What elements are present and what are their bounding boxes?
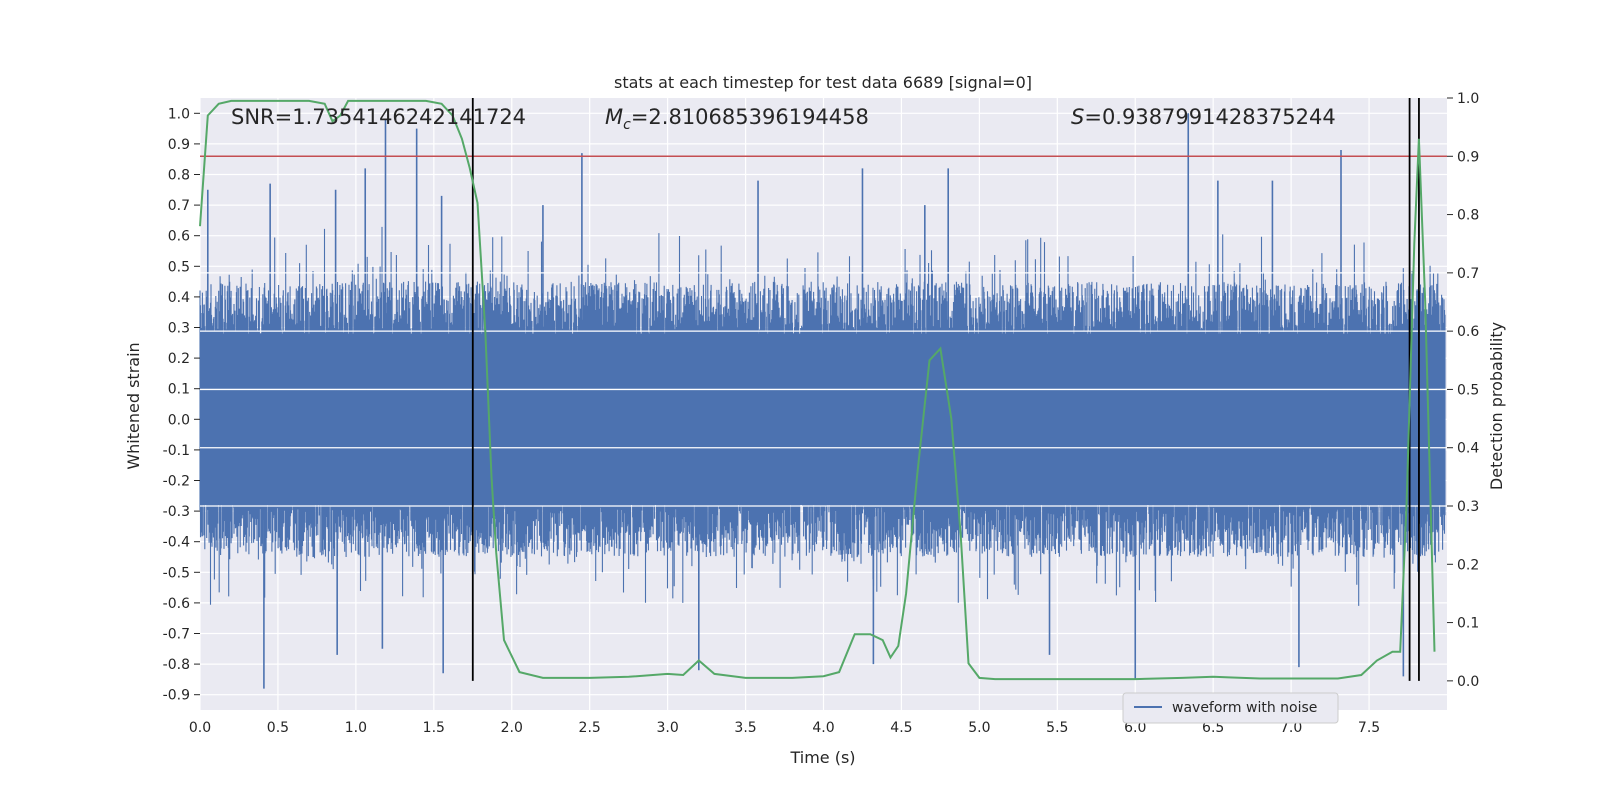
x-tick-label: 7.0 [1280, 720, 1302, 736]
y-tick-label-left: -0.4 [163, 535, 190, 551]
x-tick-label: 5.5 [1046, 720, 1068, 736]
snr-annotation: SNR=1.7354146242141724 [231, 105, 526, 129]
x-axis-label: Time (s) [789, 748, 855, 767]
x-tick-label: 6.0 [1124, 720, 1146, 736]
waveform-series [199, 113, 1446, 689]
y-axis-label-left: Whitened strain [124, 342, 143, 469]
ticks: 0.0 0.5 1.0 1.5 2.0 2.5 3.0 3.5 4.0 4.5 5.0 5.5 6.0 6… [163, 91, 1480, 736]
y-tick-label-left: 0.8 [168, 168, 190, 184]
y-tick-label-left: -0.7 [163, 627, 190, 643]
mc-subscript: c [623, 117, 631, 133]
x-tick-label: 6.5 [1202, 720, 1224, 736]
legend: waveform with noise [1122, 692, 1339, 724]
waveform-core [200, 333, 1446, 505]
y-tick-label-right: 0.4 [1457, 441, 1479, 457]
y-tick-label-left: 0.1 [168, 382, 190, 398]
chart-title: stats at each timestep for test data 668… [614, 73, 1032, 92]
y-tick-label-right: 0.7 [1457, 266, 1479, 282]
y-tick-label-left: -0.1 [163, 443, 190, 459]
mc-symbol: M [605, 105, 623, 129]
y-tick-label-left: 1.0 [168, 106, 190, 122]
y-tick-label-right: 1.0 [1457, 91, 1479, 107]
y-tick-label-right: 0.3 [1457, 499, 1479, 515]
y-tick-label-left: 0.3 [168, 321, 190, 337]
y-tick-label-left: -0.5 [163, 565, 190, 581]
x-tick-label: 3.0 [656, 720, 678, 736]
mc-annotation: Mc=2.810685396194458 [605, 105, 869, 133]
probability-line [199, 99, 1436, 681]
x-tick-label: 1.0 [345, 720, 367, 736]
y-tick-label-right: 0.8 [1457, 208, 1479, 224]
x-tick-label: 5.0 [968, 720, 990, 736]
legend-label: waveform with noise [1172, 700, 1317, 716]
y-tick-label-left: 0.4 [168, 290, 190, 306]
y-tick-label-left: 0.6 [168, 229, 190, 245]
y-tick-label-right: 0.2 [1457, 557, 1479, 573]
y-tick-label-right: 0.5 [1457, 382, 1479, 398]
y-tick-label-right: 0.0 [1457, 674, 1479, 690]
y-tick-label-left: -0.9 [163, 688, 190, 704]
y-tick-label-left: 0.2 [168, 351, 190, 367]
y-tick-label-left: -0.3 [163, 504, 190, 520]
x-tick-label: 4.0 [812, 720, 834, 736]
y-tick-label-right: 0.1 [1457, 616, 1479, 632]
x-tick-label: 7.5 [1358, 720, 1380, 736]
y-tick-label-right: 0.9 [1457, 149, 1479, 165]
x-tick-label: 0.0 [189, 720, 211, 736]
y-tick-label-right: 0.6 [1457, 324, 1479, 340]
y-tick-label-left: 0.9 [168, 137, 190, 153]
y-tick-label-left: -0.8 [163, 657, 190, 673]
mc-value: =2.810685396194458 [631, 105, 869, 129]
legend-box [1122, 692, 1339, 724]
x-tick-label: 4.5 [890, 720, 912, 736]
y-tick-label-left: -0.2 [163, 474, 190, 490]
y-tick-label-left: 0.5 [168, 259, 190, 275]
x-tick-label: 2.0 [501, 720, 523, 736]
x-tick-label: 1.5 [423, 720, 445, 736]
x-tick-label: 0.5 [267, 720, 289, 736]
y-axis-label-right: Detection probability [1487, 322, 1506, 490]
x-tick-label: 2.5 [579, 720, 601, 736]
s-value: =0.9387991428375244 [1084, 105, 1335, 129]
y-tick-label-left: 0.7 [168, 198, 190, 214]
y-tick-label-left: -0.6 [163, 596, 190, 612]
y-tick-label-left: 0.0 [168, 412, 190, 428]
overlay [199, 98, 1447, 681]
s-symbol: S [1071, 105, 1084, 129]
s-annotation: S=0.9387991428375244 [1071, 105, 1336, 129]
x-tick-label: 3.5 [734, 720, 756, 736]
